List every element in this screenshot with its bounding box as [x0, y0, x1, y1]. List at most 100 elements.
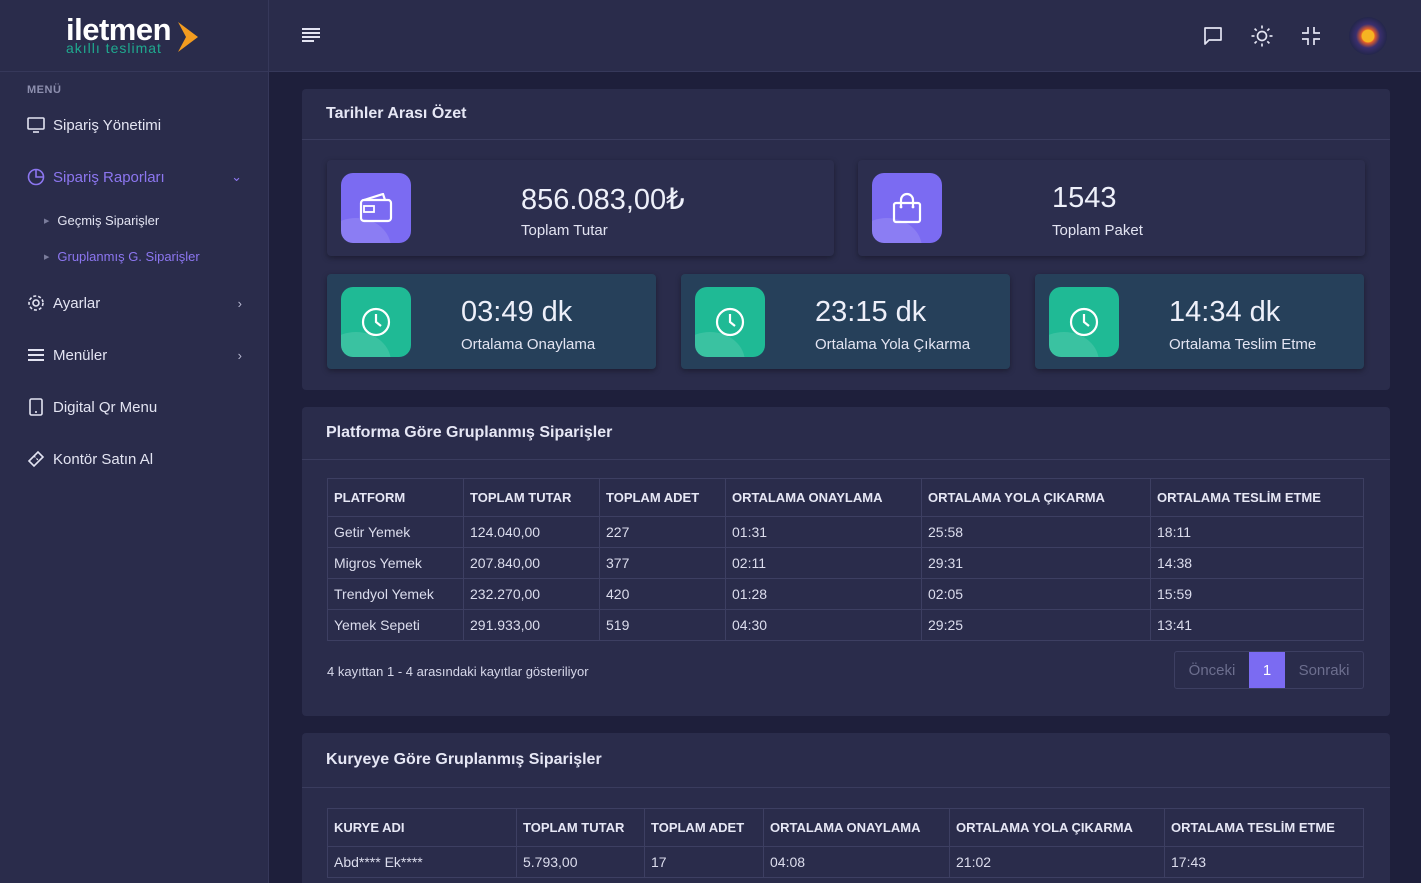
subnav-item-past-orders[interactable]: ▶ Geçmiş Siparişler [44, 213, 159, 228]
column-header[interactable]: TOPLAM TUTAR [516, 808, 645, 847]
cell: 519 [599, 609, 726, 641]
cell: 227 [599, 516, 726, 548]
stat-avg-departure: 23:15 dk Ortalama Yola Çıkarma [681, 274, 1010, 369]
subnav-item-label: Gruplanmış G. Siparişler [57, 249, 200, 264]
nav-item-label: Sipariş Raporları [53, 168, 165, 186]
caret-right-icon: ▶ [44, 253, 50, 261]
next-page-button[interactable]: Sonraki [1298, 661, 1350, 679]
prev-page-button[interactable]: Önceki [1188, 661, 1236, 679]
column-header[interactable]: ORTALAMA TESLİM ETME [1164, 808, 1364, 847]
courier-table: KURYE ADI TOPLAM TUTAR TOPLAM ADET ORTAL… [327, 808, 1364, 878]
wallet-icon [341, 173, 411, 243]
subnav-item-grouped-orders[interactable]: ▶ Gruplanmış G. Siparişler [44, 249, 200, 264]
clock-icon [695, 287, 765, 357]
column-header[interactable]: KURYE ADI [327, 808, 517, 847]
stat-label: Ortalama Onaylama [461, 336, 596, 353]
fullscreen-exit-icon[interactable] [1299, 24, 1323, 48]
cell: 29:25 [921, 609, 1151, 641]
cell: 25:58 [921, 516, 1151, 548]
cell: Getir Yemek [327, 516, 464, 548]
nav-item-label: Digital Qr Menu [53, 398, 158, 416]
platform-title: Platforma Göre Gruplanmış Siparişler [302, 407, 1390, 460]
ticket-icon [27, 450, 45, 468]
gear-icon [27, 294, 45, 312]
nav-item-label: Sipariş Yönetimi [53, 116, 162, 134]
cell: 377 [599, 547, 726, 579]
cell: 17:43 [1164, 846, 1364, 878]
list-icon [27, 346, 45, 364]
sidebar: iletmen akıllı teslimat MENÜ Sipariş Yön… [0, 0, 269, 883]
stat-value: 03:49 dk [461, 296, 573, 328]
avatar[interactable] [1349, 17, 1387, 55]
stat-avg-approve: 03:49 dk Ortalama Onaylama [327, 274, 656, 369]
column-header[interactable]: ORTALAMA ONAYLAMA [763, 808, 950, 847]
arrow-icon [178, 22, 198, 52]
cell: 02:11 [725, 547, 922, 579]
table-row: Trendyol Yemek 232.270,00 420 01:28 02:0… [327, 578, 1364, 610]
shopping-bag-icon [872, 173, 942, 243]
column-header[interactable]: ORTALAMA YOLA ÇIKARMA [949, 808, 1165, 847]
chat-icon[interactable] [1201, 24, 1225, 48]
cell: 01:31 [725, 516, 922, 548]
cell: 29:31 [921, 547, 1151, 579]
stat-value: 856.083,00₺ [521, 184, 685, 216]
nav-item-settings[interactable]: Ayarlar › [27, 290, 242, 316]
column-header[interactable]: TOPLAM ADET [599, 478, 726, 517]
cell: 04:30 [725, 609, 922, 641]
caret-right-icon: ▶ [44, 217, 50, 225]
cell: Abd**** Ek**** [327, 846, 517, 878]
pagination: Önceki 1 Sonraki [1174, 651, 1364, 689]
platform-card: Platforma Göre Gruplanmış Siparişler PLA… [302, 407, 1390, 716]
clock-icon [341, 287, 411, 357]
stat-total-packages: 1543 Toplam Paket [858, 160, 1365, 256]
column-header[interactable]: ORTALAMA YOLA ÇIKARMA [921, 478, 1151, 517]
nav-item-orders[interactable]: Sipariş Yönetimi [27, 112, 242, 138]
table-header-row: KURYE ADI TOPLAM TUTAR TOPLAM ADET ORTAL… [327, 808, 1364, 847]
nav-item-menus[interactable]: Menüler › [27, 342, 242, 368]
cell: Yemek Sepeti [327, 609, 464, 641]
nav-item-label: Ayarlar [53, 294, 101, 312]
column-header[interactable]: PLATFORM [327, 478, 464, 517]
stat-label: Toplam Tutar [521, 222, 608, 239]
stat-label: Ortalama Teslim Etme [1169, 336, 1317, 353]
stat-label: Toplam Paket [1052, 222, 1143, 239]
chevron-right-icon: › [237, 295, 242, 311]
nav-item-label: Menüler [53, 346, 108, 364]
cell: 15:59 [1150, 578, 1364, 610]
logo[interactable]: iletmen akıllı teslimat [0, 0, 268, 72]
sun-icon[interactable] [1250, 24, 1274, 48]
cell: Migros Yemek [327, 547, 464, 579]
table-info: 4 kayıttan 1 - 4 arasındaki kayıtlar gös… [327, 664, 589, 679]
pie-chart-icon [27, 168, 45, 186]
table-row: Migros Yemek 207.840,00 377 02:11 29:31 … [327, 547, 1364, 579]
clock-icon [1049, 287, 1119, 357]
column-header[interactable]: TOPLAM TUTAR [463, 478, 600, 517]
cell: 207.840,00 [463, 547, 600, 579]
table-row: Abd**** Ek**** 5.793,00 17 04:08 21:02 1… [327, 846, 1364, 878]
subnav-item-label: Geçmiş Siparişler [57, 213, 160, 228]
topbar [269, 0, 1421, 72]
cell: 5.793,00 [516, 846, 645, 878]
cell: 18:11 [1150, 516, 1364, 548]
menu-toggle-icon[interactable] [301, 27, 321, 48]
nav-item-buy-credit[interactable]: Kontör Satın Al [27, 446, 242, 472]
table-row: Getir Yemek 124.040,00 227 01:31 25:58 1… [327, 516, 1364, 548]
tablet-icon [27, 398, 45, 416]
summary-card: Tarihler Arası Özet 856.083,00₺ Toplam T… [302, 89, 1390, 390]
column-header[interactable]: TOPLAM ADET [644, 808, 764, 847]
cell: 420 [599, 578, 726, 610]
nav-item-reports[interactable]: Sipariş Raporları ⌄ [27, 164, 242, 190]
table-row: Yemek Sepeti 291.933,00 519 04:30 29:25 … [327, 609, 1364, 641]
stat-avg-delivery: 14:34 dk Ortalama Teslim Etme [1035, 274, 1364, 369]
nav-item-qr-menu[interactable]: Digital Qr Menu [27, 394, 242, 420]
page-1-button[interactable]: 1 [1249, 652, 1285, 688]
cell: 01:28 [725, 578, 922, 610]
stat-value: 1543 [1052, 182, 1117, 214]
nav-item-label: Kontör Satın Al [53, 450, 154, 468]
courier-title: Kuryeye Göre Gruplanmış Siparişler [302, 733, 1390, 788]
chevron-right-icon: › [237, 347, 242, 363]
column-header[interactable]: ORTALAMA ONAYLAMA [725, 478, 922, 517]
column-header[interactable]: ORTALAMA TESLİM ETME [1150, 478, 1364, 517]
stat-value: 23:15 dk [815, 296, 927, 328]
cell: 14:38 [1150, 547, 1364, 579]
